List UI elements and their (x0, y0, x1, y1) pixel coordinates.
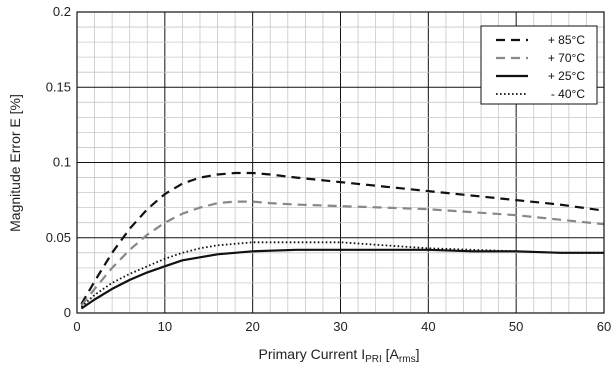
x-tick-label: 50 (509, 319, 523, 334)
series-line-4 (80, 241, 604, 308)
x-axis-title-main: Primary Current I (259, 346, 366, 362)
y-tick-label: 0 (64, 305, 71, 320)
legend-label: - 40°C (551, 87, 585, 101)
series-line-1 (80, 171, 605, 305)
legend: + 85°C + 70°C + 25°C - 40°C (480, 25, 598, 105)
x-tick-label: 10 (158, 319, 172, 334)
x-axis-title-unit-subscript: rms (399, 354, 416, 365)
x-tick-label: 20 (245, 319, 259, 334)
y-tick-label: 0.15 (46, 79, 71, 94)
y-tick-label: 0.05 (46, 230, 71, 245)
y-tick-label: 0.2 (53, 4, 71, 19)
plot-frame (76, 11, 605, 314)
x-tick-labels: 0 10 20 30 40 50 60 (73, 319, 611, 334)
x-tick-label: 60 (597, 319, 611, 334)
y-axis-title: Magnitude Error E [%] (7, 94, 23, 232)
legend-label: + 85°C (548, 33, 585, 47)
x-tick-label: 30 (333, 319, 347, 334)
x-axis-title-unit-prefix: [A (382, 346, 400, 362)
x-tick-label: 0 (73, 319, 80, 334)
x-axis-title: Primary Current IPRI [Arms] (259, 346, 420, 365)
y-tick-labels: 0 0.05 0.1 0.15 0.2 (46, 4, 71, 320)
y-tick-label: 0.1 (53, 155, 71, 170)
x-axis-title-subscript: PRI (365, 354, 382, 365)
x-tick-label: 40 (421, 319, 435, 334)
legend-label: + 70°C (548, 51, 585, 65)
series-lines (80, 171, 605, 310)
series-line-2 (80, 200, 605, 307)
x-axis-title-unit-suffix: ] (416, 346, 420, 362)
series-line-3 (80, 248, 604, 310)
legend-label: + 25°C (548, 69, 585, 83)
